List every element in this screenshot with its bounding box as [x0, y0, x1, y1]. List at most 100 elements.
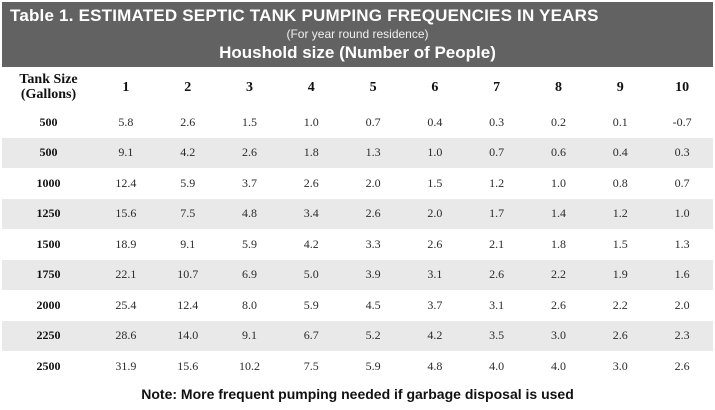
frequency-cell: 12.4	[177, 297, 199, 312]
frequency-cell: 1.8	[550, 236, 566, 251]
household-column-header: 7	[465, 67, 528, 107]
table-footnote: Note: More frequent pumping needed if ga…	[141, 385, 574, 402]
frequency-cell: 5.0	[280, 259, 343, 290]
frequency-cell: 4.5	[365, 297, 381, 312]
frequency-cell: 7.5	[303, 358, 319, 373]
frequency-cell: 2.6	[342, 198, 404, 229]
table-title: Table 1. ESTIMATED SEPTIC TANK PUMPING F…	[10, 6, 599, 25]
tank-size-cell: 1500	[36, 236, 61, 251]
frequency-cell: 18.9	[115, 236, 137, 251]
table-header-banner: Table 1. ESTIMATED SEPTIC TANK PUMPING F…	[2, 2, 713, 67]
frequency-cell: 3.0	[527, 320, 590, 351]
frequency-cell: 2.6	[218, 137, 281, 168]
household-column-header: 6	[403, 67, 466, 107]
frequency-cell: 3.0	[612, 358, 628, 373]
tank-size-cell: 2250	[2, 320, 95, 351]
frequency-cell: 1.3	[674, 236, 690, 251]
frequency-cell: 3.4	[280, 198, 343, 229]
frequency-cell: 22.1	[95, 259, 157, 290]
frequency-cell: 3.3	[365, 236, 381, 251]
frequency-cell: 4.2	[156, 137, 219, 168]
household-size-heading: Houshold size (Number of People)	[219, 43, 496, 62]
table-row: 2000 25.4 12.4 8.0 5.9 4.5 3.7 3.1 2.6 2.2 2.0	[2, 290, 713, 321]
frequency-cell: 25.4	[115, 297, 137, 312]
frequency-cell: 3.7	[427, 297, 443, 312]
frequency-cell: 2.6	[550, 297, 566, 312]
frequency-cell: 10.2	[238, 358, 260, 373]
table-row: 1250 15.6 7.5 4.8 3.4 2.6 2.0 1.7 1.4 1.2 1.0	[2, 198, 713, 229]
tank-size-cell: 1250	[2, 198, 95, 229]
frequency-cell: 1.0	[651, 198, 713, 229]
frequency-cell: 0.6	[527, 137, 590, 168]
septic-table-figure: Table 1. ESTIMATED SEPTIC TANK PUMPING F…	[2, 2, 713, 402]
frequency-cell: 3.7	[241, 175, 257, 190]
frequency-cell: 2.2	[527, 259, 590, 290]
frequency-cell: 12.4	[115, 175, 137, 190]
tank-size-cell: 500	[39, 114, 58, 129]
frequency-cell: 1.5	[241, 114, 257, 129]
table-row: 500 9.1 4.2 2.6 1.8 1.3 1.0 0.7 0.6 0.4 0.3	[2, 137, 713, 168]
frequency-cell: 8.0	[241, 297, 257, 312]
frequency-cell: 2.6	[465, 259, 528, 290]
tank-size-header-line2: (Gallons)	[20, 87, 77, 102]
frequency-cell: 0.7	[365, 114, 381, 129]
table-row: 1000 12.4 5.9 3.7 2.6 2.0 1.5 1.2 1.0 0.8 0.7	[2, 168, 713, 199]
frequency-cell: 0.4	[427, 114, 443, 129]
frequency-cell: 9.1	[95, 137, 157, 168]
frequency-cell: 1.6	[651, 259, 713, 290]
frequency-cell: 1.0	[303, 114, 319, 129]
frequency-cell: 2.6	[303, 175, 319, 190]
frequency-cell: 5.2	[342, 320, 404, 351]
frequency-cell: 3.5	[465, 320, 528, 351]
frequency-cell: 0.3	[651, 137, 713, 168]
frequency-cell: 0.2	[550, 114, 566, 129]
frequency-cell: 2.6	[427, 236, 443, 251]
table-row: 1500 18.9 9.1 5.9 4.2 3.3 2.6 2.1 1.8 1.5 1.3	[2, 229, 713, 260]
frequency-cell: 1.9	[589, 259, 652, 290]
household-column-header: 5	[342, 67, 404, 107]
frequency-cell: 5.9	[180, 175, 196, 190]
frequency-cell: 15.6	[95, 198, 157, 229]
frequency-cell: 15.6	[177, 358, 199, 373]
frequency-cell: 9.1	[180, 236, 196, 251]
frequency-cell: 31.9	[115, 358, 137, 373]
frequency-cell: 1.5	[612, 236, 628, 251]
frequency-cell: 2.0	[403, 198, 466, 229]
frequency-cell: 3.1	[489, 297, 505, 312]
table-row: 2250 28.6 14.0 9.1 6.7 5.2 4.2 3.5 3.0 2.6 2.3	[2, 320, 713, 351]
frequency-cell: 0.4	[589, 137, 652, 168]
frequency-cell: 2.0	[674, 297, 690, 312]
frequency-cell: -0.7	[672, 114, 692, 129]
frequency-cell: 14.0	[156, 320, 219, 351]
frequency-cell: 28.6	[95, 320, 157, 351]
frequency-cell: 2.0	[365, 175, 381, 190]
frequency-cell: 2.6	[180, 114, 196, 129]
household-column-header: 4	[280, 67, 343, 107]
frequency-cell: 5.8	[118, 114, 134, 129]
frequency-cell: 5.9	[365, 358, 381, 373]
frequency-cell: 6.9	[218, 259, 281, 290]
household-column-header: 1	[95, 67, 157, 107]
frequency-cell: 1.0	[403, 137, 466, 168]
frequency-cell: 4.8	[218, 198, 281, 229]
table-row: 500 5.8 2.6 1.5 1.0 0.7 0.4 0.3 0.2 0.1 -0.7	[2, 107, 713, 138]
frequency-cell: 10.7	[156, 259, 219, 290]
table-body: 500 5.8 2.6 1.5 1.0 0.7 0.4 0.3 0.2 0.1 -0.7 500 9.1…	[2, 107, 713, 382]
frequency-cell: 0.7	[674, 175, 690, 190]
household-column-header: 10	[651, 67, 713, 107]
frequency-cell: 3.9	[342, 259, 404, 290]
frequency-cell: 6.7	[280, 320, 343, 351]
table-subtitle: (For year round residence)	[286, 27, 429, 41]
household-column-header: 2	[156, 67, 219, 107]
frequency-cell: 5.9	[303, 297, 319, 312]
household-column-header: 8	[527, 67, 590, 107]
frequency-cell: 3.1	[403, 259, 466, 290]
frequency-cell: 2.6	[674, 358, 690, 373]
frequency-cell: 2.1	[489, 236, 505, 251]
frequency-cell: 2.3	[651, 320, 713, 351]
frequency-cell: 1.8	[280, 137, 343, 168]
frequency-cell: 1.7	[465, 198, 528, 229]
frequency-cell: 0.8	[612, 175, 628, 190]
tank-size-cell: 1750	[2, 259, 95, 290]
frequency-cell: 2.6	[589, 320, 652, 351]
